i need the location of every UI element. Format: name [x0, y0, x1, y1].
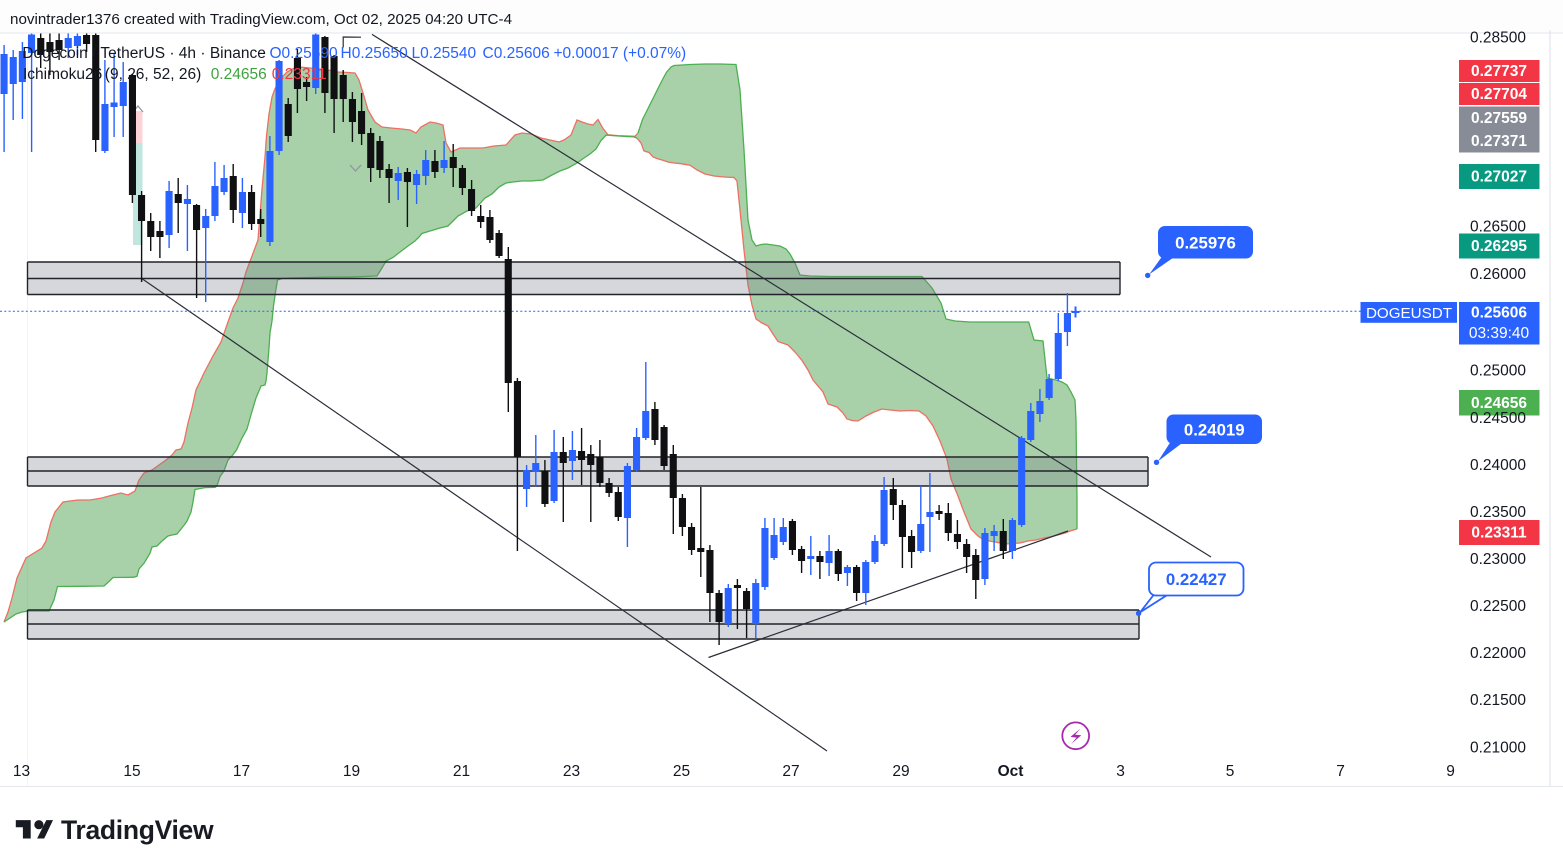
svg-text:23: 23 — [563, 763, 580, 780]
svg-text:0.24000: 0.24000 — [1470, 457, 1526, 474]
svg-text:0.22000: 0.22000 — [1470, 645, 1526, 662]
svg-text:+0.00017 (+0.07%): +0.00017 (+0.07%) — [554, 45, 687, 62]
svg-text:0.22500: 0.22500 — [1470, 598, 1526, 615]
svg-text:0.22427: 0.22427 — [1166, 570, 1227, 589]
svg-text:03:39:40: 03:39:40 — [1469, 325, 1530, 342]
svg-text:3: 3 — [1116, 763, 1125, 780]
svg-text:0.27027: 0.27027 — [1471, 169, 1527, 186]
svg-text:C0.25606: C0.25606 — [483, 45, 550, 62]
svg-text:0.25976: 0.25976 — [1175, 233, 1236, 252]
svg-text:0.26500: 0.26500 — [1470, 219, 1526, 236]
svg-text:17: 17 — [233, 763, 250, 780]
svg-text:0.25606: 0.25606 — [1471, 305, 1527, 322]
svg-text:0.24656: 0.24656 — [1471, 395, 1527, 412]
svg-text:7: 7 — [1336, 763, 1345, 780]
svg-text:27: 27 — [782, 763, 799, 780]
svg-text:15: 15 — [123, 763, 140, 780]
svg-text:0.23311: 0.23311 — [272, 66, 327, 83]
svg-text:13: 13 — [13, 763, 30, 780]
svg-text:0.24019: 0.24019 — [1184, 420, 1245, 439]
svg-text:(9, 26, 52, 26): (9, 26, 52, 26) — [105, 66, 202, 83]
svg-text:0.27737: 0.27737 — [1471, 63, 1527, 80]
svg-text:21: 21 — [453, 763, 470, 780]
svg-text:0.24500: 0.24500 — [1470, 410, 1526, 427]
svg-text:0.23500: 0.23500 — [1470, 504, 1526, 521]
svg-text:TradingView: TradingView — [61, 815, 214, 845]
svg-text:Ichimoku26: Ichimoku26 — [23, 66, 102, 83]
svg-text:0.27371: 0.27371 — [1471, 133, 1527, 150]
svg-text:Dogecoin / TetherUS · 4h · Bin: Dogecoin / TetherUS · 4h · Binance — [22, 45, 266, 62]
svg-text:19: 19 — [343, 763, 360, 780]
svg-text:9: 9 — [1446, 763, 1455, 780]
svg-text:0.23311: 0.23311 — [1471, 525, 1527, 542]
svg-text:O0.25590: O0.25590 — [270, 45, 338, 62]
svg-text:0.27704: 0.27704 — [1471, 86, 1527, 103]
svg-text:0.21500: 0.21500 — [1470, 692, 1526, 709]
svg-text:0.23000: 0.23000 — [1470, 551, 1526, 568]
svg-text:DOGEUSDT: DOGEUSDT — [1366, 305, 1452, 322]
svg-text:0.27559: 0.27559 — [1471, 110, 1527, 127]
svg-text:novintrader1376 created with T: novintrader1376 created with TradingView… — [10, 11, 512, 28]
svg-text:25: 25 — [673, 763, 690, 780]
svg-text:0.28500: 0.28500 — [1470, 30, 1526, 47]
svg-text:Oct: Oct — [998, 763, 1024, 780]
svg-text:0.26295: 0.26295 — [1471, 238, 1527, 255]
svg-text:L0.25540: L0.25540 — [412, 45, 477, 62]
svg-text:0.25000: 0.25000 — [1470, 363, 1526, 380]
svg-text:0.26000: 0.26000 — [1470, 266, 1526, 283]
svg-text:0.21000: 0.21000 — [1470, 740, 1526, 757]
svg-text:5: 5 — [1226, 763, 1235, 780]
svg-text:H0.25650: H0.25650 — [341, 45, 409, 62]
svg-text:29: 29 — [892, 763, 909, 780]
svg-text:0.24656: 0.24656 — [211, 66, 267, 83]
